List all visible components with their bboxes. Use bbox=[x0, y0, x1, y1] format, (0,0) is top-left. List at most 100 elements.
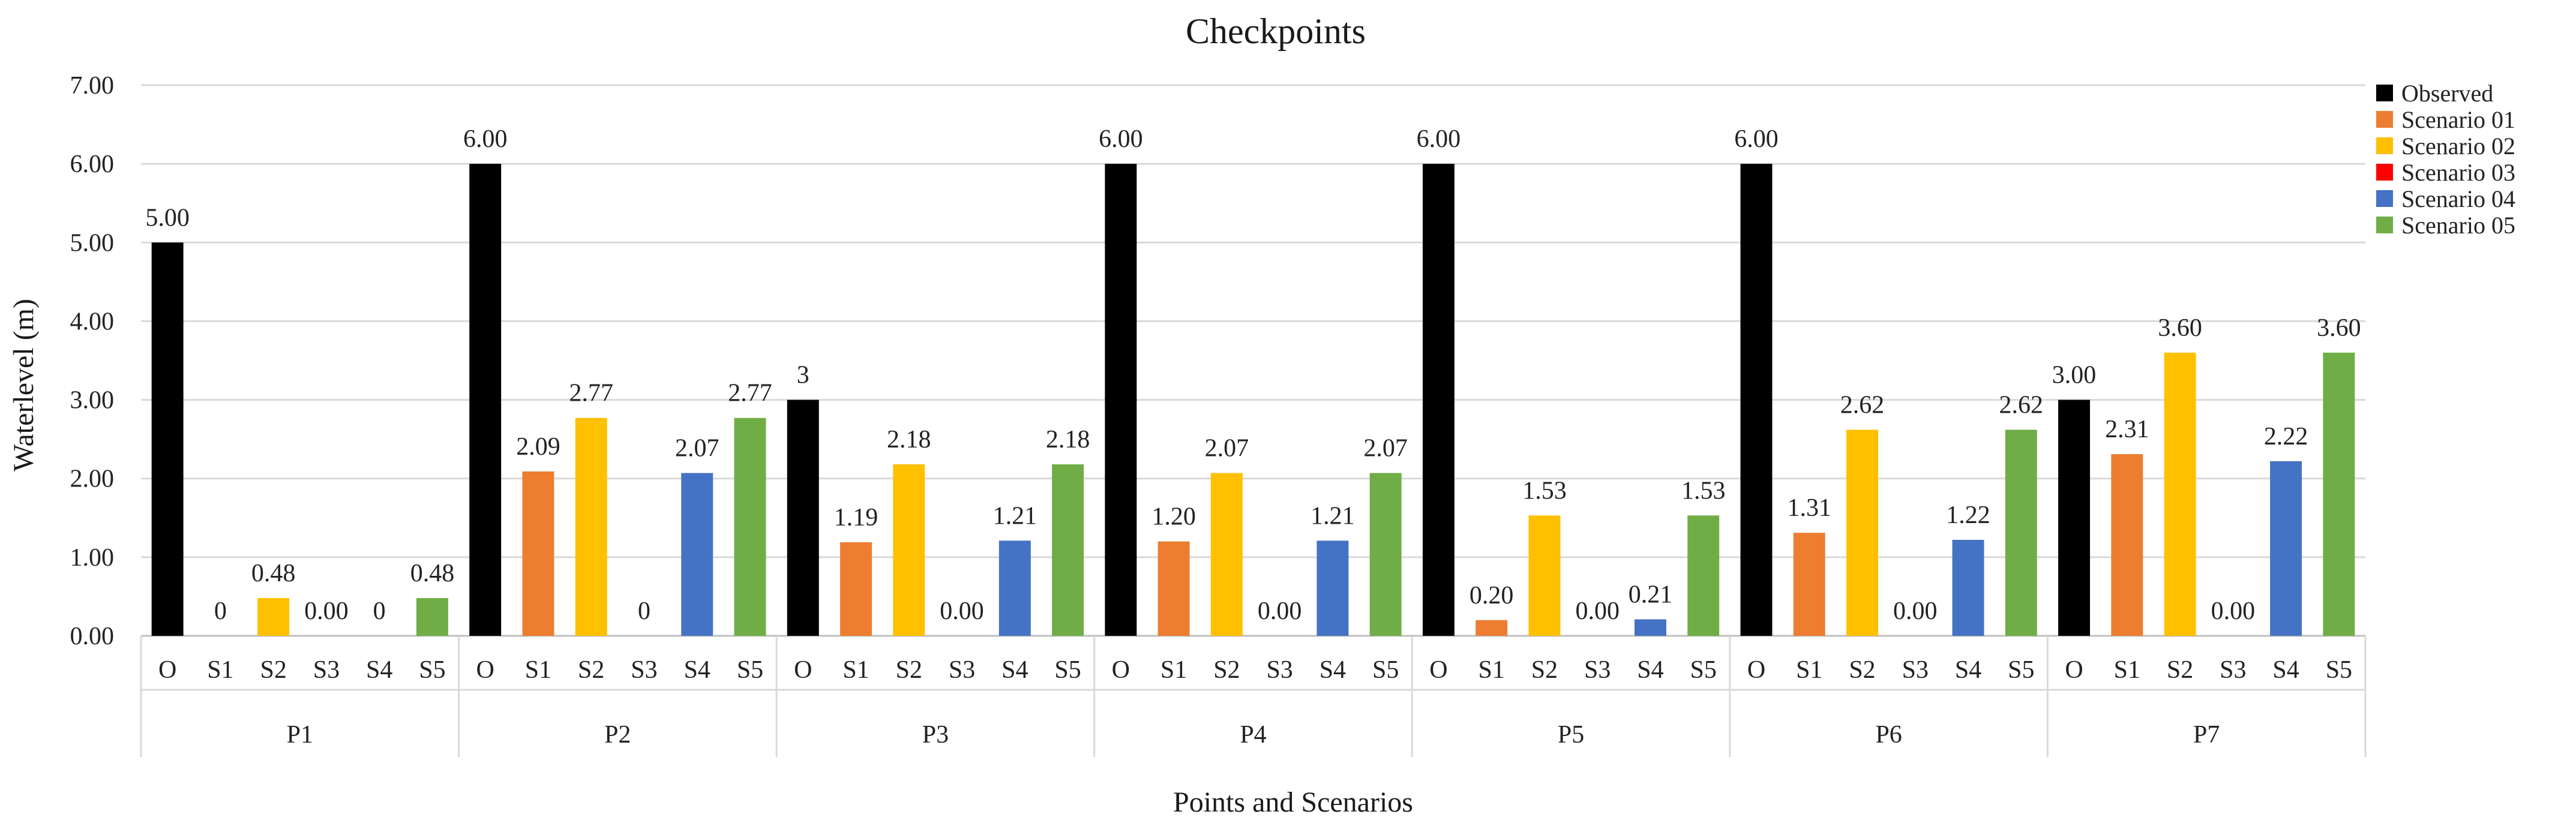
bar-observed-p3 bbox=[787, 400, 819, 636]
x-tick-label: S5 bbox=[2008, 656, 2034, 684]
data-label: 2.07 bbox=[1205, 435, 1249, 462]
data-label: 3.00 bbox=[2052, 362, 2097, 389]
x-tick-label: O bbox=[158, 656, 176, 684]
legend-entry: Observed bbox=[2401, 80, 2493, 107]
x-tick-label: S2 bbox=[1849, 656, 1875, 684]
x-tick-label: S4 bbox=[2272, 656, 2299, 684]
x-tick-label: S2 bbox=[260, 656, 286, 684]
x-tick-label: S2 bbox=[2167, 656, 2193, 684]
x-tick-label: S1 bbox=[1478, 656, 1504, 684]
bar-observed-p7 bbox=[2058, 400, 2091, 636]
x-tick-label: S3 bbox=[2220, 656, 2246, 684]
legend-swatch bbox=[2376, 137, 2393, 154]
legend-swatch bbox=[2376, 111, 2393, 128]
bar-scenario-05-p3 bbox=[1052, 464, 1084, 636]
bar-scenario-02-p5 bbox=[1528, 515, 1561, 636]
x-tick-label: S5 bbox=[419, 656, 445, 684]
bar-scenario-02-p7 bbox=[2164, 352, 2196, 636]
bar-scenario-04-p4 bbox=[1317, 540, 1349, 636]
bar-scenario-02-p4 bbox=[1210, 473, 1243, 636]
data-label: 2.18 bbox=[887, 426, 931, 453]
x-tick-label: S4 bbox=[1955, 656, 1981, 684]
data-label: 1.22 bbox=[1946, 501, 1990, 529]
bar-scenario-02-p3 bbox=[893, 464, 925, 636]
data-label: 2.77 bbox=[569, 380, 613, 407]
group-label: P7 bbox=[2193, 721, 2220, 749]
data-label: 5.00 bbox=[145, 204, 190, 232]
x-tick-label: O bbox=[2065, 656, 2083, 684]
x-tick-label: S3 bbox=[313, 656, 340, 684]
x-tick-label: S1 bbox=[2114, 656, 2140, 684]
y-tick-label: 6.00 bbox=[70, 151, 115, 178]
x-tick-label: S3 bbox=[1584, 656, 1611, 684]
data-label: 0.48 bbox=[410, 560, 455, 587]
legend-entry: Scenario 01 bbox=[2401, 106, 2515, 133]
x-tick-label: S5 bbox=[737, 656, 763, 684]
data-label: 2.77 bbox=[728, 380, 772, 407]
bar-observed-p2 bbox=[469, 164, 502, 636]
x-tick-label: O bbox=[476, 656, 494, 684]
data-label: 2.18 bbox=[1046, 426, 1090, 453]
data-label: 1.21 bbox=[993, 502, 1037, 530]
bar-scenario-05-p4 bbox=[1369, 473, 1402, 636]
y-tick-label: 0.00 bbox=[70, 623, 115, 650]
y-tick-label: 2.00 bbox=[70, 465, 115, 493]
data-label: 2.09 bbox=[516, 433, 560, 461]
x-tick-label: S1 bbox=[842, 656, 869, 684]
data-label: 1.53 bbox=[1681, 477, 1726, 504]
data-label: 1.53 bbox=[1522, 477, 1567, 504]
x-tick-label: S2 bbox=[578, 656, 604, 684]
data-label: 0.48 bbox=[251, 560, 296, 587]
data-label: 2.07 bbox=[1363, 435, 1408, 462]
bar-scenario-04-p7 bbox=[2270, 461, 2302, 636]
x-tick-label: O bbox=[794, 656, 812, 684]
data-label: 0 bbox=[638, 597, 650, 625]
group-label: P2 bbox=[604, 721, 631, 749]
legend-swatch bbox=[2376, 164, 2393, 181]
legend-entry: Scenario 02 bbox=[2401, 133, 2515, 160]
data-label: 2.62 bbox=[1840, 391, 1885, 419]
bar-scenario-05-p2 bbox=[734, 417, 766, 636]
bar-scenario-01-p6 bbox=[1793, 533, 1825, 636]
data-label: 3 bbox=[797, 362, 809, 389]
x-tick-label: S4 bbox=[684, 656, 710, 684]
bar-scenario-05-p1 bbox=[416, 598, 448, 636]
data-label: 1.21 bbox=[1311, 502, 1355, 530]
x-axis: O S1 S2 S3 S4 S5 P1 O S1 S2 S3 S4 S5 P2 O S1 S2 S3 S4 S5 P3 O… bbox=[140, 636, 2367, 757]
bar-scenario-05-p7 bbox=[2323, 352, 2355, 636]
x-tick-label: S4 bbox=[1320, 656, 1346, 684]
data-label: 2.62 bbox=[1999, 391, 2044, 419]
data-label: 0.00 bbox=[1258, 597, 1302, 625]
data-label: 0 bbox=[373, 597, 386, 625]
group-label: P3 bbox=[922, 721, 949, 749]
x-tick-label: S2 bbox=[896, 656, 922, 684]
data-label: 1.31 bbox=[1788, 494, 1832, 522]
legend-entry: Scenario 04 bbox=[2401, 185, 2515, 212]
data-label: 0.00 bbox=[940, 597, 984, 625]
y-tick-label: 4.00 bbox=[70, 308, 115, 335]
y-tick-label: 7.00 bbox=[70, 72, 115, 100]
data-label: 3.60 bbox=[2158, 314, 2202, 342]
gridlines bbox=[141, 84, 2365, 637]
legend-swatch bbox=[2376, 217, 2393, 233]
x-tick-label: S4 bbox=[1637, 656, 1663, 684]
data-label: 0.21 bbox=[1629, 581, 1673, 608]
data-labels: 5.00 6.00 3 6.00 6.00 6.00 3.00 0 2.09 1.19 1.20 0.… bbox=[145, 125, 2361, 625]
x-tick-label: S4 bbox=[1001, 656, 1028, 684]
data-label: 6.00 bbox=[463, 125, 508, 153]
data-label: 0.00 bbox=[304, 597, 349, 625]
bar-scenario-02-p2 bbox=[575, 417, 607, 636]
data-label: 0.00 bbox=[1575, 597, 1620, 625]
data-label: 0.20 bbox=[1470, 582, 1514, 609]
x-tick-label: S3 bbox=[949, 656, 975, 684]
x-tick-label: S2 bbox=[1531, 656, 1558, 684]
x-tick-label: S3 bbox=[631, 656, 657, 684]
bar-observed-p5 bbox=[1422, 164, 1455, 636]
y-tick-label: 3.00 bbox=[70, 387, 115, 414]
bar-scenario-01-p7 bbox=[2111, 454, 2143, 636]
y-axis-title: Waterlevel (m) bbox=[8, 299, 40, 471]
x-tick-label: O bbox=[1747, 656, 1765, 684]
x-tick-label: S5 bbox=[1690, 656, 1717, 684]
x-axis-title: Points and Scenarios bbox=[1173, 786, 1413, 818]
legend-swatch bbox=[2376, 190, 2393, 207]
